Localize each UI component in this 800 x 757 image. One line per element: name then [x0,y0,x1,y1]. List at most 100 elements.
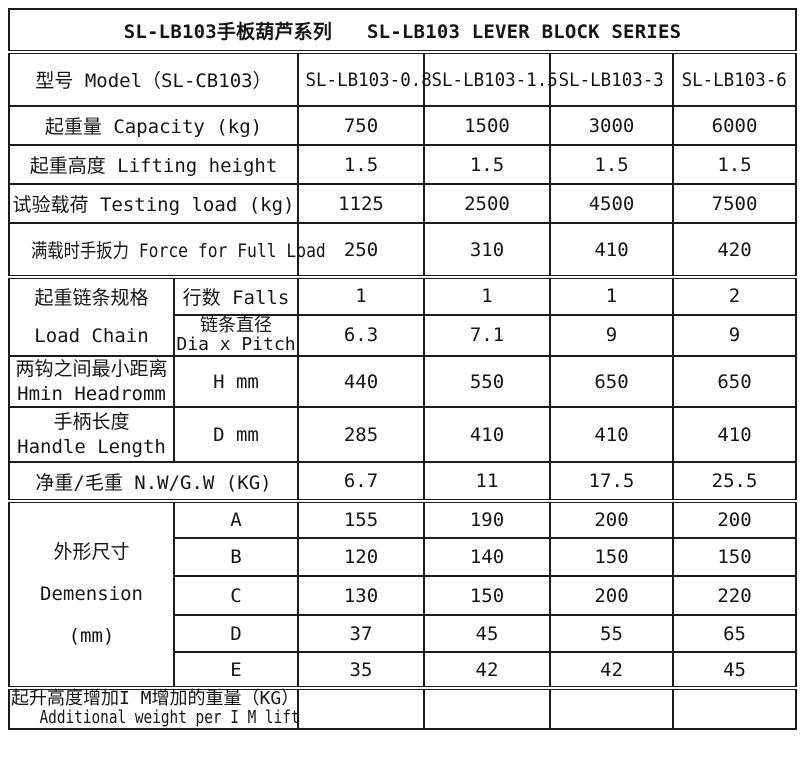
model-label: 型号 Model（SL-CB103） [8,50,299,107]
dim-a-value-0: 155 [297,499,425,540]
model-value-3: SL-LB103-6 [671,50,798,107]
table-title: SL-LB103手板葫芦系列 SL-LB103 LEVER BLOCK SERI… [7,8,798,53]
model-row: 型号 Model（SL-CB103） SL-LB103-0.8 SL-LB103… [8,50,798,107]
capacity-row: 起重量 Capacity (kg) 750 1500 3000 6000 [8,105,798,146]
chain-dia-label: 链条直径 Dia x Pitch [173,313,299,358]
load-chain-label-en: Load Chain [34,325,149,347]
model-value-2: SL-LB103-3 [549,50,674,107]
dimension-label-en: Demension [40,582,143,605]
lifting-height-label: 起重高度 Lifting height [8,144,299,185]
additional-weight-row: 起升高度增加I M增加的重量（KG） Additional weight per… [8,686,798,730]
handle-length-value-2: 410 [549,406,674,464]
handle-length-sub-label: D mm [173,406,299,464]
testing-load-value-3: 7500 [671,183,798,224]
dim-e-value-3: 45 [671,651,798,690]
dim-c-value-2: 200 [549,575,674,617]
dimension-label: 外形尺寸 Demension (mm) [8,499,175,690]
lifting-height-value-1: 1.5 [423,144,551,185]
weight-row: 净重/毛重 N.W/G.W (KG) 6.7 11 17.5 25.5 [8,461,798,503]
dim-e-label: E [173,651,299,690]
headroom-label-zh: 两钩之间最小距离 [15,358,168,380]
model-value-1-text: SL-LB103-1.5 [431,68,558,91]
falls-label: 行数 Falls [173,275,299,316]
dim-a-value-3: 200 [671,499,798,540]
weight-value-0: 6.7 [297,461,425,503]
dim-c-value-1: 150 [423,575,551,617]
full-load-force-label: 满载时手扳力 Force for Full Load [8,222,326,278]
testing-load-label: 试验载荷 Testing load (kg) [8,183,299,224]
dim-c-value-0: 130 [297,575,425,617]
dim-a-value-1: 190 [423,499,551,540]
chain-dia-label-en: Dia x Pitch [176,334,296,356]
dimension-label-zh: 外形尺寸 [53,541,130,564]
chain-dia-value-0: 6.3 [297,313,425,358]
handle-length-label-zh: 手柄长度 [53,411,130,434]
lifting-height-value-3: 1.5 [671,144,798,185]
capacity-value-3: 6000 [671,105,798,146]
dim-a-value-2: 200 [549,499,674,540]
additional-weight-value-3 [671,686,798,730]
dim-d-label: D [173,614,299,654]
additional-weight-value-2 [549,686,674,730]
dim-d-value-2: 55 [549,614,674,654]
full-load-force-value-1: 310 [423,222,551,278]
dim-b-value-2: 150 [549,537,674,578]
handle-length-label-en: Handle Length [17,435,166,458]
additional-weight-value-0 [297,686,425,730]
dim-b-value-0: 120 [297,537,425,578]
dim-e-row: E 35 42 42 45 [9,651,798,690]
headroom-value-0: 440 [297,354,425,409]
headroom-label: 两钩之间最小距离 Hmin Headromm [8,354,175,409]
dim-d-value-0: 37 [297,614,425,654]
load-chain-label: 起重链条规格 Load Chain [8,275,175,357]
full-load-force-row: 满载时手扳力 Force for Full Load 250 310 410 4… [8,222,798,278]
capacity-label: 起重量 Capacity (kg) [8,105,299,146]
headroom-value-1: 550 [423,354,551,409]
handle-length-value-0: 285 [297,406,425,464]
headroom-row: 两钩之间最小距离 Hmin Headromm H mm 440 550 650 … [8,354,798,409]
handle-length-label: 手柄长度 Handle Length [8,406,175,464]
testing-load-value-2: 4500 [549,183,674,224]
headroom-label-en: Hmin Headromm [17,382,166,405]
lever-block-spec-table: SL-LB103手板葫芦系列 SL-LB103 LEVER BLOCK SERI… [7,8,798,730]
dim-b-value-3: 150 [671,537,798,578]
chain-dia-value-2: 9 [549,313,674,358]
model-value-0-text: SL-LB103-0.8 [305,68,432,91]
full-load-force-value-3: 420 [671,222,798,278]
dim-b-label: B [173,537,299,578]
model-value-1: SL-LB103-1.5 [423,50,558,107]
dim-d-row: D 37 45 55 65 [9,614,798,654]
dim-d-value-3: 65 [671,614,798,654]
model-value-2-text: SL-LB103-3 [558,68,665,91]
falls-value-2: 1 [549,275,674,316]
model-value-0: SL-LB103-0.8 [297,50,432,107]
falls-value-3: 2 [671,275,798,316]
dim-e-value-0: 35 [297,651,425,690]
capacity-value-0: 750 [297,105,425,146]
full-load-force-value-0: 250 [297,222,425,278]
headroom-sub-label: H mm [173,354,299,409]
weight-value-3: 25.5 [671,461,798,503]
dim-c-value-3: 220 [671,575,798,617]
dim-b-value-1: 140 [423,537,551,578]
falls-row: 起重链条规格 Load Chain 行数 Falls 1 1 1 2 [8,275,798,357]
weight-value-1: 11 [423,461,551,503]
weight-label: 净重/毛重 N.W/G.W (KG) [8,461,299,503]
additional-weight-label-zh: 起升高度增加I M增加的重量（KG） [11,688,300,710]
chain-dia-value-1: 7.1 [423,313,551,358]
dim-c-row: C 130 150 200 220 [9,575,798,617]
headroom-value-2: 650 [549,354,674,409]
chain-dia-label-zh: 链条直径 [200,314,272,336]
dim-a-row: 外形尺寸 Demension (mm) A 155 190 200 200 [8,499,798,690]
chain-dia-row: 链条直径 Dia x Pitch 6.3 7.1 9 9 [9,313,798,358]
capacity-value-2: 3000 [549,105,674,146]
dim-b-row: B 120 140 150 150 [9,537,798,578]
testing-load-row: 试验载荷 Testing load (kg) 1125 2500 4500 75… [8,183,798,224]
handle-length-value-3: 410 [671,406,798,464]
handle-length-row: 手柄长度 Handle Length D mm 285 410 410 410 [8,406,798,464]
additional-weight-label: 起升高度增加I M增加的重量（KG） Additional weight per… [8,686,300,730]
falls-value-0: 1 [297,275,425,316]
additional-weight-value-1 [423,686,551,730]
lifting-height-row: 起重高度 Lifting height 1.5 1.5 1.5 1.5 [8,144,798,185]
